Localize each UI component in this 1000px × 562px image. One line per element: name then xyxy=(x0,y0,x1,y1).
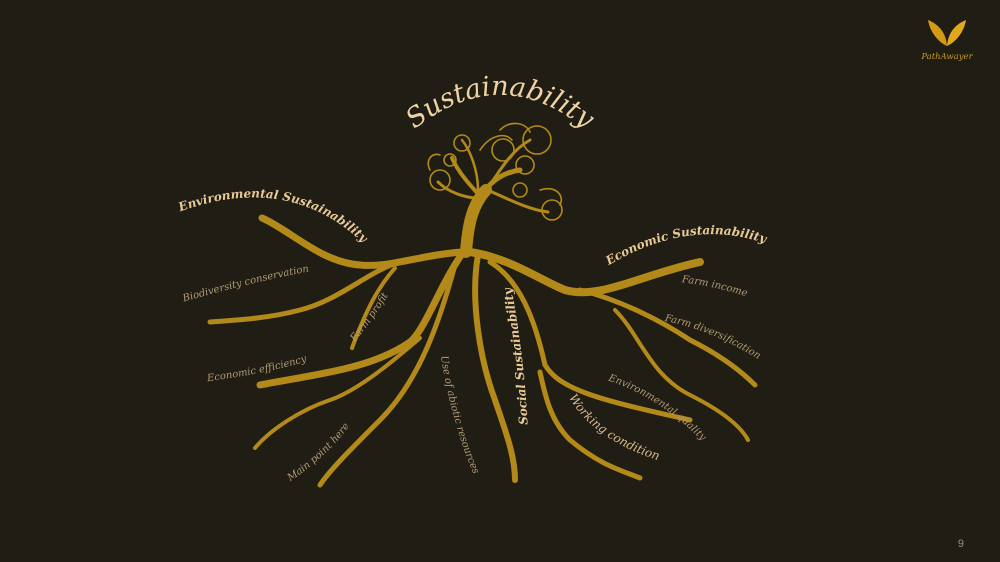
environmental-sustainability-label: Environmental Sustainability xyxy=(176,186,371,245)
brand-logo: PathAwayer xyxy=(912,16,982,66)
farm-profit-label: Farm profit xyxy=(348,290,391,344)
farm-income-label: Farm income xyxy=(680,274,749,299)
tree-trunk xyxy=(427,122,563,258)
use-of-abiotic-resources-label: Use of abiotic resources xyxy=(438,355,481,476)
main-point-label: Main point here xyxy=(285,421,352,484)
biodiversity-label: Biodiversity conservation xyxy=(181,264,310,305)
page-number: 9 xyxy=(957,538,964,550)
title-label: Sustainability xyxy=(400,71,601,135)
tree-roots xyxy=(207,214,758,488)
brand-name: PathAwayer xyxy=(921,52,973,62)
leaf-icon xyxy=(928,20,966,46)
